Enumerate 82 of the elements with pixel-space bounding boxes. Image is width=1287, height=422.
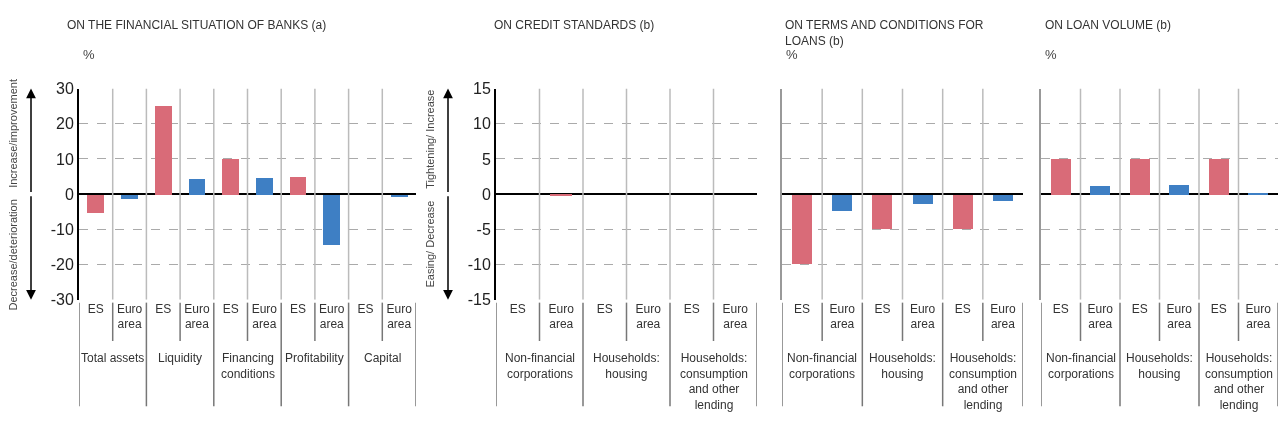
bar	[290, 176, 306, 195]
text: Tightening/ Increase	[424, 89, 437, 189]
y-tick-label: 15	[473, 80, 491, 98]
x-tick-label: ES	[357, 301, 374, 316]
x-tick-label: ES	[874, 301, 891, 316]
text: Financing conditions	[221, 351, 276, 381]
x-tick-label: Euro area	[548, 301, 575, 332]
chart-title: ON LOAN VOLUME (b)	[1045, 18, 1172, 32]
x-tick-label: Euro area	[829, 301, 856, 332]
bar	[222, 158, 239, 195]
x-tick-label: ES	[290, 301, 307, 316]
y-tick-label: -5	[476, 220, 491, 238]
text: Liquidity	[158, 351, 203, 365]
text: Non-financial corporations	[1046, 351, 1117, 381]
text: Capital	[364, 351, 402, 365]
y-tick-label: -30	[50, 291, 74, 309]
bar	[1248, 192, 1268, 195]
text: Total assets	[81, 351, 145, 365]
bar	[1169, 184, 1189, 195]
y-tick-label: 0	[481, 185, 491, 203]
x-tick-label: ES	[155, 301, 172, 316]
x-tick-label: Euro area	[722, 301, 749, 332]
x-tick-label: Euro area	[635, 301, 662, 332]
y-tick-label: 10	[473, 115, 491, 133]
y-axis-title: %	[1045, 47, 1057, 62]
x-tick-label: Euro area	[251, 301, 278, 332]
bar	[323, 194, 340, 245]
text: Households: housing	[593, 351, 660, 381]
x-tick-label: ES	[222, 301, 239, 316]
text: Households: consumption and other lending	[680, 351, 749, 412]
bar	[155, 105, 172, 195]
x-tick-label: ES	[1052, 301, 1069, 316]
bar	[1090, 185, 1110, 195]
x-tick-label: Euro area	[386, 301, 413, 332]
x-tick-label: Euro area	[990, 301, 1016, 332]
x-tick-label: Euro area	[319, 301, 345, 332]
y-tick-label: 0	[64, 185, 74, 203]
x-tick-label: ES	[954, 301, 971, 316]
chart-title: ON TERMS AND CONDITIONS FOR LOANS (b)	[785, 18, 984, 48]
y-tick-label: 5	[481, 150, 491, 168]
y-tick-label: 10	[56, 150, 74, 168]
chart-title: ON THE FINANCIAL SITUATION OF BANKS (a)	[67, 18, 327, 32]
x-tick-label: ES	[87, 301, 104, 316]
bar	[87, 194, 104, 213]
text: Non-financial corporations	[787, 351, 858, 381]
text: Households: housing	[1126, 351, 1193, 381]
x-tick-label: Euro area	[1166, 301, 1193, 332]
x-tick-label: Euro area	[116, 301, 143, 332]
y-tick-label: 20	[56, 115, 74, 133]
text: Profitability	[285, 351, 344, 365]
text: Decrease/deterioration	[7, 199, 20, 311]
bar	[1209, 158, 1229, 195]
bar	[1051, 158, 1071, 195]
x-tick-label: Euro area	[1245, 301, 1272, 332]
x-tick-label: ES	[1131, 301, 1148, 316]
text: Increase/improvement	[7, 79, 20, 188]
text: Easing/ Decrease	[424, 200, 437, 288]
text: Households: housing	[869, 351, 936, 381]
x-tick-label: Euro area	[1087, 301, 1114, 332]
x-tick-label: ES	[596, 301, 613, 316]
chart-title: ON CREDIT STANDARDS (b)	[494, 18, 655, 32]
x-tick-label: ES	[794, 301, 811, 316]
x-tick-label: Euro area	[184, 301, 210, 332]
bar	[391, 194, 408, 197]
y-tick-label: -15	[467, 291, 491, 309]
y-tick-label: -10	[50, 220, 74, 238]
bar	[256, 177, 273, 195]
x-tick-label: Euro area	[909, 301, 936, 332]
y-tick-label: -20	[50, 256, 74, 274]
y-tick-label: -10	[467, 256, 491, 274]
x-tick-label: ES	[509, 301, 526, 316]
y-axis-title: %	[83, 47, 95, 62]
x-tick-label: ES	[1210, 301, 1227, 316]
y-axis-title: %	[786, 47, 798, 62]
bar	[189, 178, 205, 195]
x-tick-label: ES	[683, 301, 700, 316]
y-tick-label: 30	[56, 80, 74, 98]
text: Households: consumption and other lending	[1205, 351, 1274, 412]
text: Households: consumption and other lending	[949, 351, 1018, 412]
bar	[1130, 158, 1150, 195]
bar	[121, 194, 138, 199]
text: Non-financial corporations	[505, 351, 576, 381]
